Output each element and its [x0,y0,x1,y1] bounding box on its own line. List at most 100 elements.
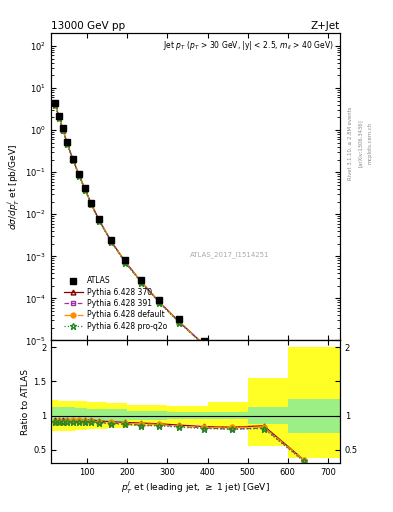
Pythia 6.428 391 [139,279,144,285]
Pythia 6.428 370 [139,279,144,285]
Pythia 6.428 pro-q2o [61,127,66,133]
Line: Pythia 6.428 391: Pythia 6.428 391 [53,102,306,430]
Line: Pythia 6.428 370: Pythia 6.428 370 [53,101,306,430]
Y-axis label: $d\sigma/dp_T^j$ et [pb/GeV]: $d\sigma/dp_T^j$ et [pb/GeV] [6,144,22,230]
Pythia 6.428 370 [57,114,61,120]
Pythia 6.428 391 [109,239,114,245]
Pythia 6.428 default [261,385,266,391]
ATLAS [139,276,144,283]
Pythia 6.428 370 [53,101,57,107]
Pythia 6.428 default [57,114,61,120]
Pythia 6.428 pro-q2o [109,239,114,245]
Pythia 6.428 370 [177,319,182,325]
ATLAS [261,382,266,388]
Pythia 6.428 default [229,362,234,369]
ATLAS [123,257,128,263]
Pythia 6.428 default [177,319,182,326]
Pythia 6.428 default [71,157,75,163]
Pythia 6.428 391 [61,127,66,133]
ATLAS [77,171,81,177]
Pythia 6.428 pro-q2o [229,364,234,370]
Pythia 6.428 370 [83,186,88,193]
Pythia 6.428 370 [157,299,162,305]
Pythia 6.428 pro-q2o [261,386,266,392]
Pythia 6.428 391 [57,114,61,120]
ATLAS [157,296,162,303]
Pythia 6.428 370 [261,385,266,391]
Pythia 6.428 391 [301,424,306,431]
Pythia 6.428 370 [89,201,94,207]
ATLAS [61,125,66,132]
Pythia 6.428 370 [71,157,75,163]
Pythia 6.428 391 [261,386,266,392]
Pythia 6.428 370 [61,126,66,133]
Pythia 6.428 pro-q2o [157,300,162,306]
ATLAS [201,338,206,344]
Pythia 6.428 pro-q2o [97,218,101,224]
Pythia 6.428 pro-q2o [123,260,128,266]
ATLAS [89,200,94,206]
Text: Z+Jet: Z+Jet [311,21,340,31]
ATLAS [229,359,234,366]
Pythia 6.428 391 [97,218,101,224]
Pythia 6.428 pro-q2o [57,115,61,121]
Pythia 6.428 370 [65,140,70,146]
Line: ATLAS: ATLAS [52,99,307,411]
Pythia 6.428 391 [123,259,128,265]
Pythia 6.428 391 [83,187,88,193]
Pythia 6.428 default [157,299,162,305]
Pythia 6.428 default [89,201,94,207]
Text: Jet $p_T$ ($p_T$ > 30 GeV, |y| < 2.5, $m_{ll}$ > 40 GeV): Jet $p_T$ ($p_T$ > 30 GeV, |y| < 2.5, $m… [163,39,334,52]
Pythia 6.428 391 [157,300,162,306]
ATLAS [177,316,182,322]
ATLAS [65,139,70,145]
Pythia 6.428 pro-q2o [301,425,306,431]
Pythia 6.428 pro-q2o [139,280,144,286]
Pythia 6.428 391 [53,101,57,108]
Text: Rivet 3.1.10, ≥ 2.8M events: Rivet 3.1.10, ≥ 2.8M events [348,106,353,180]
Line: Pythia 6.428 default: Pythia 6.428 default [53,102,306,430]
ATLAS [301,405,306,411]
Pythia 6.428 391 [89,201,94,207]
Y-axis label: Ratio to ATLAS: Ratio to ATLAS [21,369,30,435]
ATLAS [57,113,61,119]
Pythia 6.428 default [201,342,206,348]
Pythia 6.428 370 [109,238,114,244]
Pythia 6.428 pro-q2o [71,157,75,163]
Pythia 6.428 default [77,173,81,179]
Pythia 6.428 default [139,279,144,285]
Pythia 6.428 default [301,424,306,430]
Pythia 6.428 default [123,259,128,265]
ATLAS [53,99,57,105]
Pythia 6.428 default [109,239,114,245]
Pythia 6.428 370 [301,424,306,430]
Pythia 6.428 370 [123,259,128,265]
Pythia 6.428 default [53,101,57,108]
Pythia 6.428 391 [71,157,75,163]
Pythia 6.428 370 [77,173,81,179]
Pythia 6.428 default [97,218,101,224]
ATLAS [109,237,114,243]
Pythia 6.428 pro-q2o [65,141,70,147]
X-axis label: $p_T^J$ et (leading jet, $\geq$ 1 jet) [GeV]: $p_T^J$ et (leading jet, $\geq$ 1 jet) [… [121,480,270,496]
Pythia 6.428 370 [229,362,234,369]
Pythia 6.428 370 [97,217,101,223]
ATLAS [71,156,75,162]
Pythia 6.428 391 [229,364,234,370]
Pythia 6.428 pro-q2o [77,173,81,179]
Pythia 6.428 pro-q2o [89,201,94,207]
ATLAS [83,185,88,191]
Pythia 6.428 pro-q2o [201,342,206,348]
Pythia 6.428 391 [77,173,81,179]
Pythia 6.428 pro-q2o [83,187,88,193]
Pythia 6.428 391 [177,319,182,326]
ATLAS [97,216,101,222]
Pythia 6.428 pro-q2o [177,319,182,326]
Text: ATLAS_2017_I1514251: ATLAS_2017_I1514251 [191,251,270,258]
Pythia 6.428 370 [201,341,206,347]
Pythia 6.428 default [65,140,70,146]
Pythia 6.428 391 [65,141,70,147]
Text: 13000 GeV pp: 13000 GeV pp [51,21,125,31]
Pythia 6.428 default [61,127,66,133]
Legend: ATLAS, Pythia 6.428 370, Pythia 6.428 391, Pythia 6.428 default, Pythia 6.428 pr: ATLAS, Pythia 6.428 370, Pythia 6.428 39… [61,273,170,334]
